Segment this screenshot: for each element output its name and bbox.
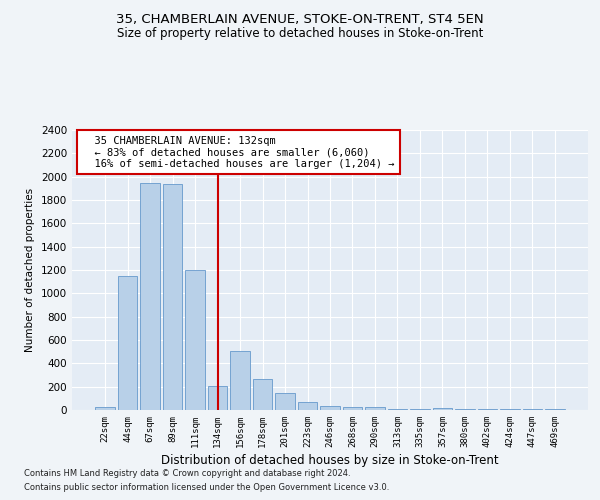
Bar <box>253 379 272 410</box>
Bar <box>365 407 385 410</box>
Bar <box>343 406 362 410</box>
X-axis label: Distribution of detached houses by size in Stoke-on-Trent: Distribution of detached houses by size … <box>161 454 499 467</box>
Text: Contains public sector information licensed under the Open Government Licence v3: Contains public sector information licen… <box>24 484 389 492</box>
Text: 35, CHAMBERLAIN AVENUE, STOKE-ON-TRENT, ST4 5EN: 35, CHAMBERLAIN AVENUE, STOKE-ON-TRENT, … <box>116 12 484 26</box>
Bar <box>298 402 317 410</box>
Text: 35 CHAMBERLAIN AVENUE: 132sqm
  ← 83% of detached houses are smaller (6,060)
  1: 35 CHAMBERLAIN AVENUE: 132sqm ← 83% of d… <box>82 136 395 169</box>
Bar <box>433 408 452 410</box>
Text: Size of property relative to detached houses in Stoke-on-Trent: Size of property relative to detached ho… <box>117 28 483 40</box>
Bar <box>140 182 160 410</box>
Bar <box>118 276 137 410</box>
Bar <box>275 392 295 410</box>
Text: Contains HM Land Registry data © Crown copyright and database right 2024.: Contains HM Land Registry data © Crown c… <box>24 468 350 477</box>
Bar <box>208 386 227 410</box>
Bar <box>185 270 205 410</box>
Bar <box>95 406 115 410</box>
Bar <box>163 184 182 410</box>
Bar <box>388 409 407 410</box>
Bar <box>320 406 340 410</box>
Bar <box>230 350 250 410</box>
Y-axis label: Number of detached properties: Number of detached properties <box>25 188 35 352</box>
